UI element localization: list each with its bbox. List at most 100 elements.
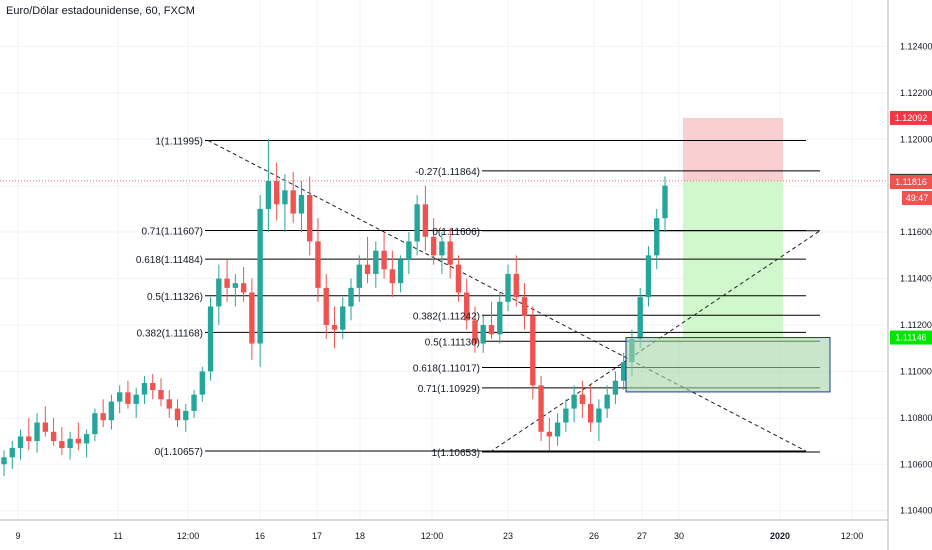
candle xyxy=(472,306,478,353)
countdown-label: 49:47 xyxy=(906,193,929,203)
x-tick-label: 12:00 xyxy=(421,531,444,541)
candle xyxy=(100,399,106,428)
price-tag-label: 1.11816 xyxy=(895,177,927,187)
candle-body xyxy=(621,362,627,381)
fib-left-label: 0(1.10657) xyxy=(155,447,203,458)
candle-body xyxy=(538,385,544,432)
candle-body xyxy=(406,241,412,260)
fib-right-label: 1(1.10653) xyxy=(432,448,480,459)
y-tick-label: 1.12000 xyxy=(900,134,932,144)
stop-loss-zone xyxy=(683,117,783,181)
candle xyxy=(282,174,288,233)
candle-body xyxy=(596,408,602,423)
candle xyxy=(257,195,263,367)
candle-body xyxy=(414,204,420,242)
candle-body xyxy=(17,436,24,449)
fib-right-label: 0.382(1.11242) xyxy=(413,311,480,322)
candle xyxy=(505,264,511,312)
candle-body xyxy=(654,218,660,256)
candle xyxy=(67,431,73,460)
candle xyxy=(480,315,486,353)
candle-body xyxy=(604,394,610,409)
candle-body xyxy=(612,380,619,395)
candle-body xyxy=(571,394,577,409)
fib-right-label: 0.5(1.11130) xyxy=(425,337,480,348)
candle-body xyxy=(191,394,197,411)
fib-left-label: 0.382(1.11168) xyxy=(137,328,203,339)
candle-body xyxy=(315,241,321,288)
candle xyxy=(125,380,131,409)
candle-body xyxy=(240,283,247,293)
candle xyxy=(397,255,404,293)
candle-body xyxy=(364,264,371,274)
candle-body xyxy=(141,383,148,395)
candle xyxy=(26,417,32,451)
fib-left-label: 0.618(1.11484) xyxy=(136,255,203,266)
candle xyxy=(587,385,594,432)
candle xyxy=(116,385,123,414)
x-tick-label: 18 xyxy=(355,531,365,541)
candle xyxy=(621,352,627,390)
candle-body xyxy=(323,287,329,325)
candle-body xyxy=(199,371,205,395)
candle-body xyxy=(34,422,40,442)
candle-body xyxy=(430,236,437,256)
y-tick-label: 1.11200 xyxy=(900,320,932,330)
candle-body xyxy=(422,204,429,237)
candle-body xyxy=(59,441,65,449)
x-tick-label: 30 xyxy=(674,531,684,541)
candle xyxy=(571,385,577,423)
candle-body xyxy=(116,392,123,402)
candle-body xyxy=(166,399,172,409)
y-tick-label: 1.12400 xyxy=(900,41,932,51)
x-tick-label: 11 xyxy=(113,531,122,541)
candle xyxy=(315,218,321,302)
candle xyxy=(414,195,420,256)
candle xyxy=(323,273,329,339)
candle-body xyxy=(174,408,181,421)
candle xyxy=(455,255,462,302)
candle-body xyxy=(340,306,346,330)
candle-body xyxy=(546,431,553,437)
candle xyxy=(538,376,544,442)
fib-left-label: 0.5(1.11326) xyxy=(147,292,203,303)
y-tick-label: 1.11400 xyxy=(900,274,932,284)
candle xyxy=(604,385,610,418)
candle-body xyxy=(67,438,73,449)
candle-body xyxy=(464,292,470,321)
candle-body xyxy=(513,273,519,298)
candle-body xyxy=(257,208,263,344)
price-tag-label: 1.12092 xyxy=(895,113,928,123)
candle xyxy=(199,366,205,402)
candle-body xyxy=(521,297,528,316)
x-tick-label: 12:00 xyxy=(841,531,864,541)
candle-body xyxy=(497,301,503,335)
candle-body xyxy=(389,269,396,284)
x-tick-label: 17 xyxy=(312,531,322,541)
candle xyxy=(546,417,553,451)
candle xyxy=(141,376,148,404)
candle xyxy=(42,406,48,437)
candle xyxy=(249,278,255,360)
candle xyxy=(75,422,82,451)
price-tag: 1.12092 xyxy=(890,110,932,125)
price-tag-bg xyxy=(890,175,932,189)
candle xyxy=(183,403,189,432)
support-zone-box xyxy=(625,337,831,393)
candle xyxy=(356,255,362,302)
candle-body xyxy=(563,408,569,423)
price-tag: 1.11146 xyxy=(890,330,932,345)
candle-body xyxy=(373,250,379,274)
fib-right-label: 0.618(1.11017) xyxy=(413,363,480,374)
candle xyxy=(224,260,230,302)
fib-right-label: 0.71(1.10929) xyxy=(418,384,480,395)
candle xyxy=(240,266,247,302)
candle-body xyxy=(397,260,404,284)
candle xyxy=(554,413,561,446)
candle-body xyxy=(1,457,7,465)
candle xyxy=(34,413,40,453)
candle-body xyxy=(50,431,57,442)
candle xyxy=(612,371,619,404)
candle xyxy=(265,139,272,233)
